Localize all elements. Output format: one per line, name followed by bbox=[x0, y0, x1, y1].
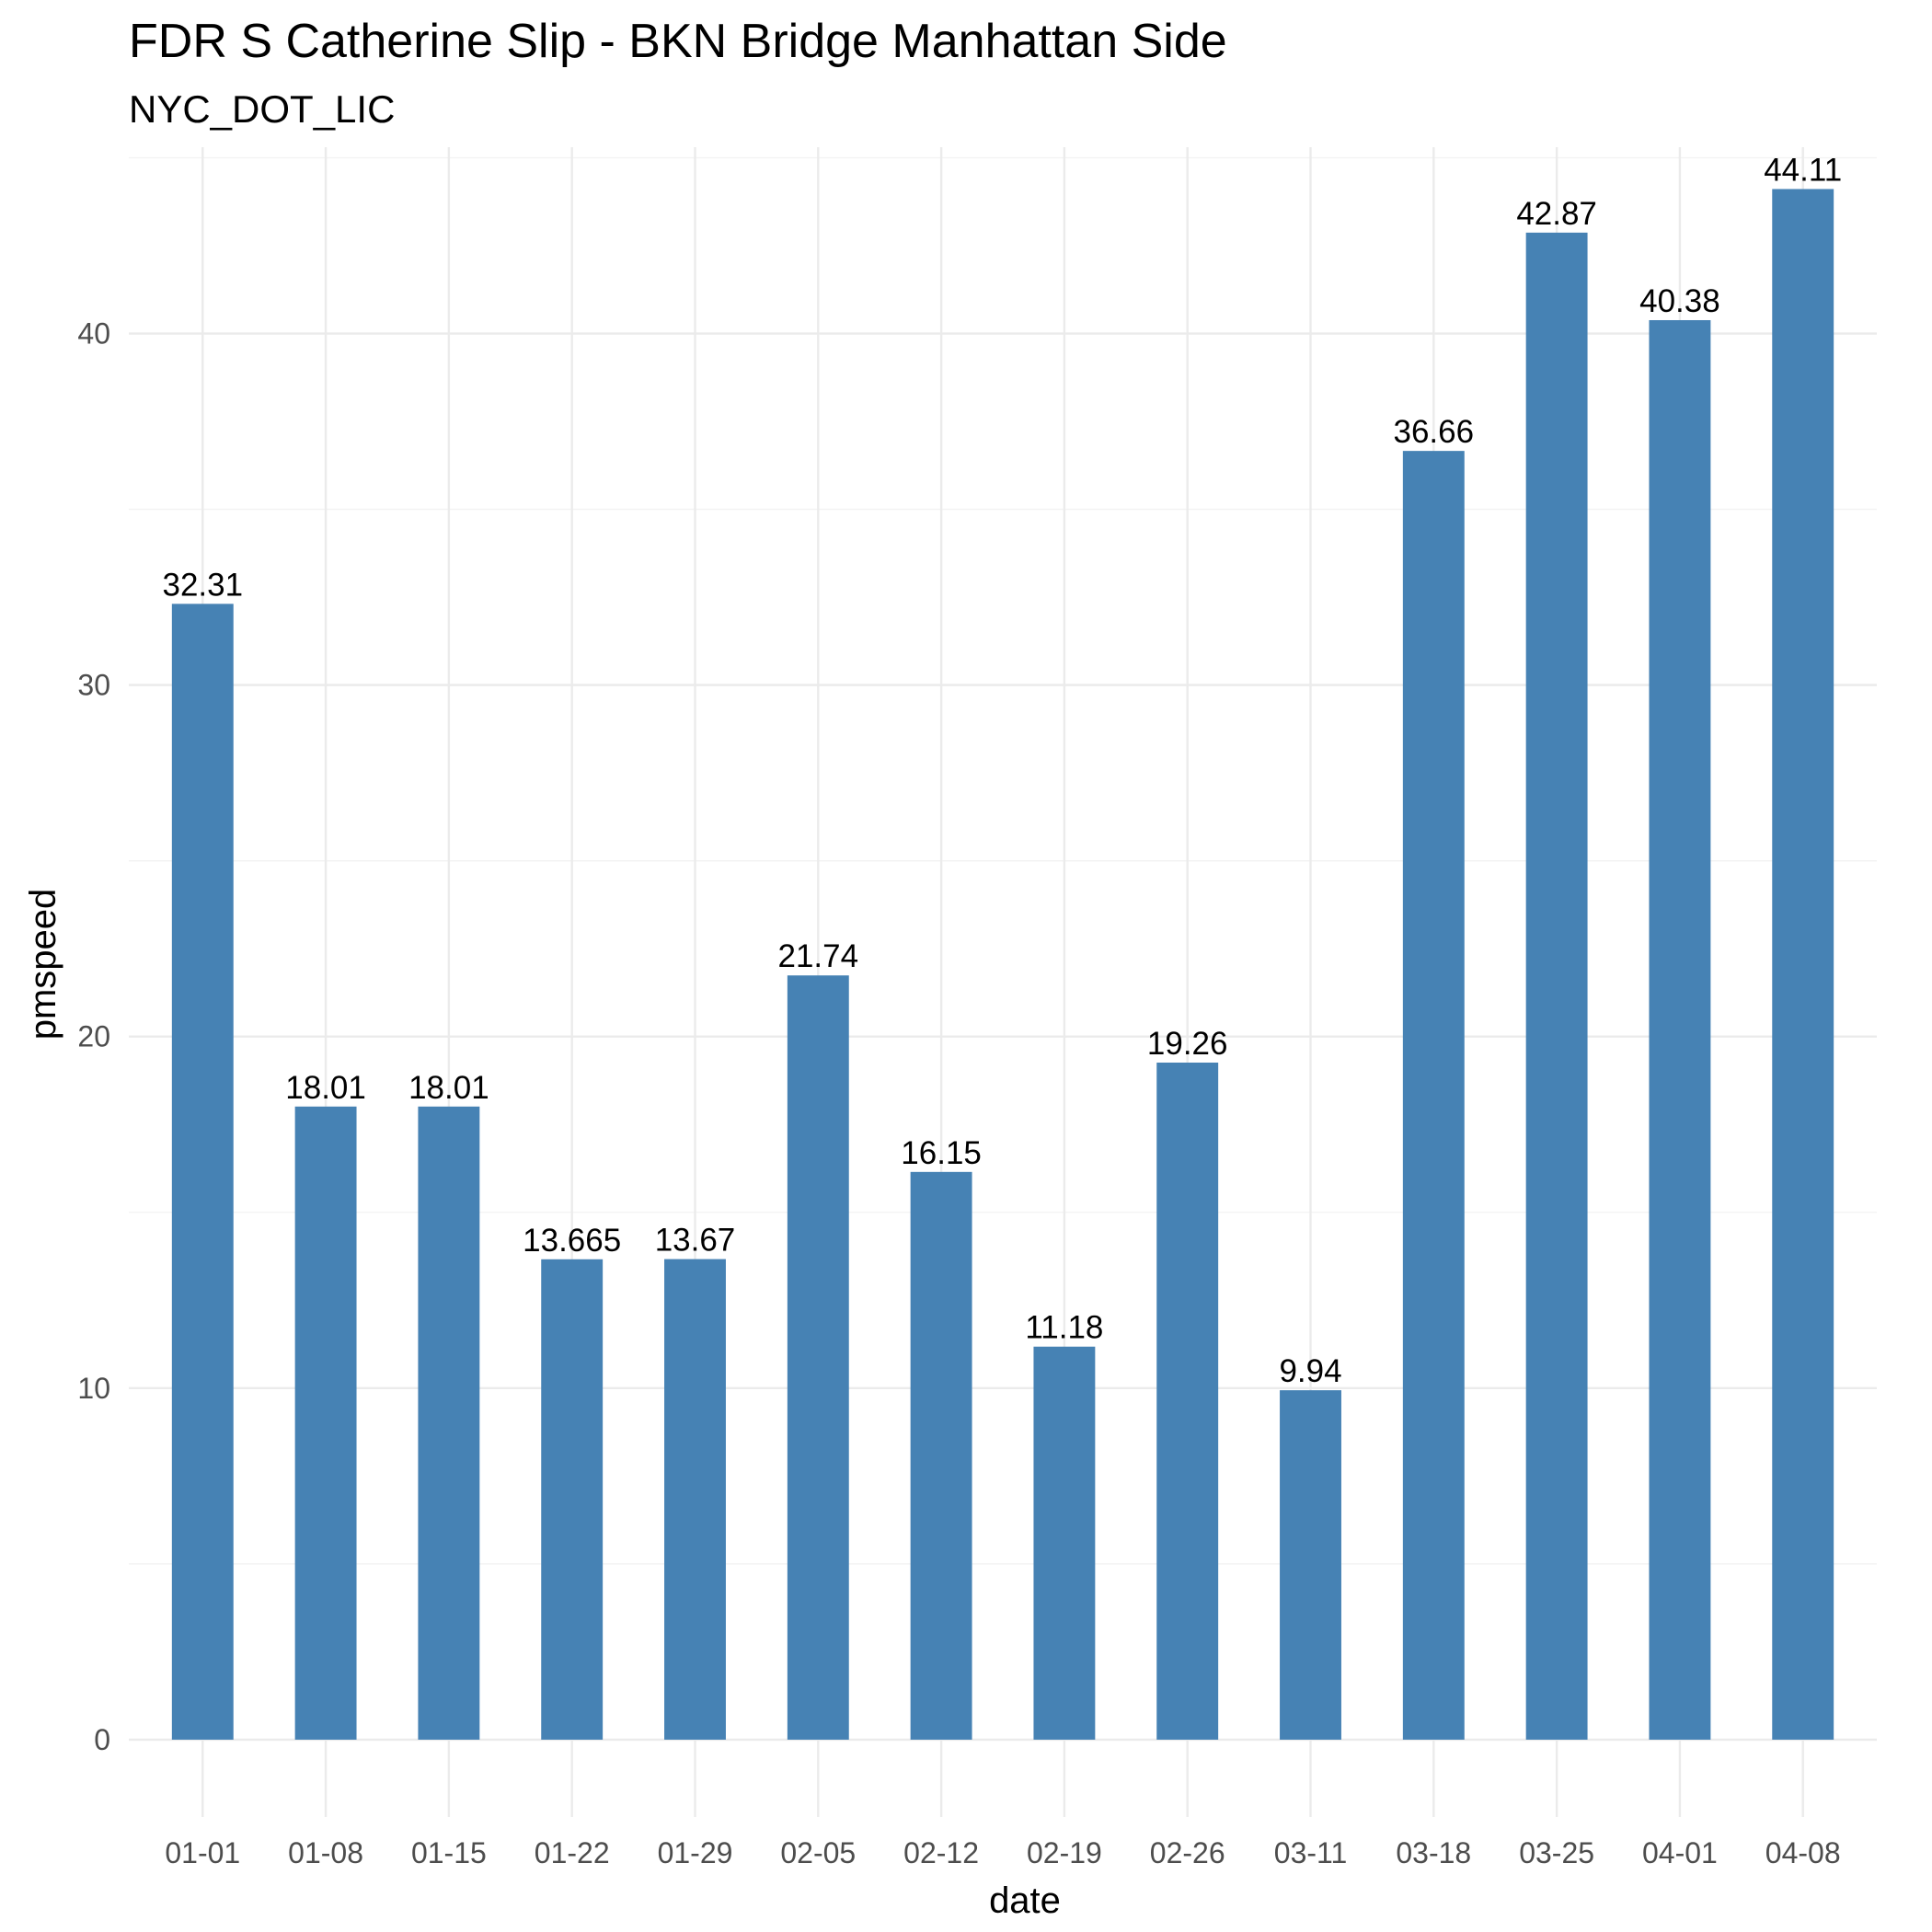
bar bbox=[1649, 320, 1710, 1740]
x-tick-label: 01-08 bbox=[288, 1836, 363, 1869]
data-label: 42.87 bbox=[1516, 196, 1597, 232]
data-label: 13.665 bbox=[523, 1223, 621, 1259]
data-label: 13.67 bbox=[655, 1223, 736, 1259]
grid bbox=[129, 147, 1877, 1817]
x-axis-ticks: 01-01 01-08 01-15 01-22 01-29 02-05 02-12 02-19… bbox=[165, 1836, 1840, 1869]
data-label: 44.11 bbox=[1764, 152, 1842, 188]
y-tick-label: 10 bbox=[77, 1372, 110, 1405]
bar bbox=[1280, 1390, 1341, 1740]
chart-title: FDR S Catherine Slip - BKN Bridge Manhat… bbox=[129, 15, 1227, 68]
data-label: 19.26 bbox=[1147, 1026, 1228, 1062]
x-tick-label: 02-12 bbox=[903, 1836, 979, 1869]
y-axis-ticks: 0 10 20 30 40 bbox=[77, 317, 110, 1756]
y-tick-label: 30 bbox=[77, 669, 110, 702]
bar bbox=[172, 604, 234, 1740]
data-label: 36.66 bbox=[1394, 414, 1475, 450]
x-tick-label: 04-01 bbox=[1642, 1836, 1718, 1869]
data-label: 40.38 bbox=[1639, 283, 1720, 319]
x-tick-label: 01-22 bbox=[535, 1836, 610, 1869]
bar bbox=[911, 1172, 972, 1740]
x-tick-label: 01-15 bbox=[411, 1836, 487, 1869]
x-tick-label: 02-05 bbox=[780, 1836, 856, 1869]
data-labels: 32.31 18.01 18.01 13.665 13.67 21.74 16.15 11.1… bbox=[162, 152, 1842, 1389]
y-axis-title: pmspeed bbox=[23, 889, 63, 1041]
data-label: 18.01 bbox=[408, 1070, 489, 1106]
bar bbox=[1772, 189, 1834, 1739]
x-tick-label: 02-19 bbox=[1027, 1836, 1102, 1869]
x-tick-label: 03-11 bbox=[1274, 1836, 1347, 1869]
bar bbox=[664, 1259, 726, 1740]
y-tick-label: 0 bbox=[94, 1723, 110, 1756]
bar bbox=[541, 1259, 603, 1740]
bar bbox=[1526, 233, 1588, 1740]
x-tick-label: 04-08 bbox=[1765, 1836, 1841, 1869]
bar bbox=[788, 975, 849, 1740]
y-tick-label: 40 bbox=[77, 317, 110, 351]
data-label: 11.18 bbox=[1025, 1310, 1103, 1346]
data-label: 16.15 bbox=[901, 1135, 982, 1171]
bar bbox=[295, 1107, 357, 1740]
data-label: 18.01 bbox=[285, 1070, 366, 1106]
x-axis-title: date bbox=[989, 1880, 1061, 1921]
y-tick-label: 20 bbox=[77, 1020, 110, 1053]
data-label: 9.94 bbox=[1279, 1353, 1341, 1389]
x-tick-label: 01-29 bbox=[658, 1836, 733, 1869]
x-tick-label: 03-18 bbox=[1396, 1836, 1471, 1869]
bar bbox=[1156, 1063, 1218, 1740]
x-tick-label: 03-25 bbox=[1519, 1836, 1594, 1869]
chart-subtitle: NYC_DOT_LIC bbox=[129, 87, 395, 131]
bar bbox=[1403, 451, 1465, 1740]
bar bbox=[418, 1107, 479, 1740]
data-label: 21.74 bbox=[777, 938, 858, 974]
bars bbox=[172, 189, 1834, 1739]
x-tick-label: 01-01 bbox=[165, 1836, 240, 1869]
bar bbox=[1033, 1347, 1095, 1740]
data-label: 32.31 bbox=[162, 567, 243, 603]
x-tick-label: 02-26 bbox=[1150, 1836, 1225, 1869]
